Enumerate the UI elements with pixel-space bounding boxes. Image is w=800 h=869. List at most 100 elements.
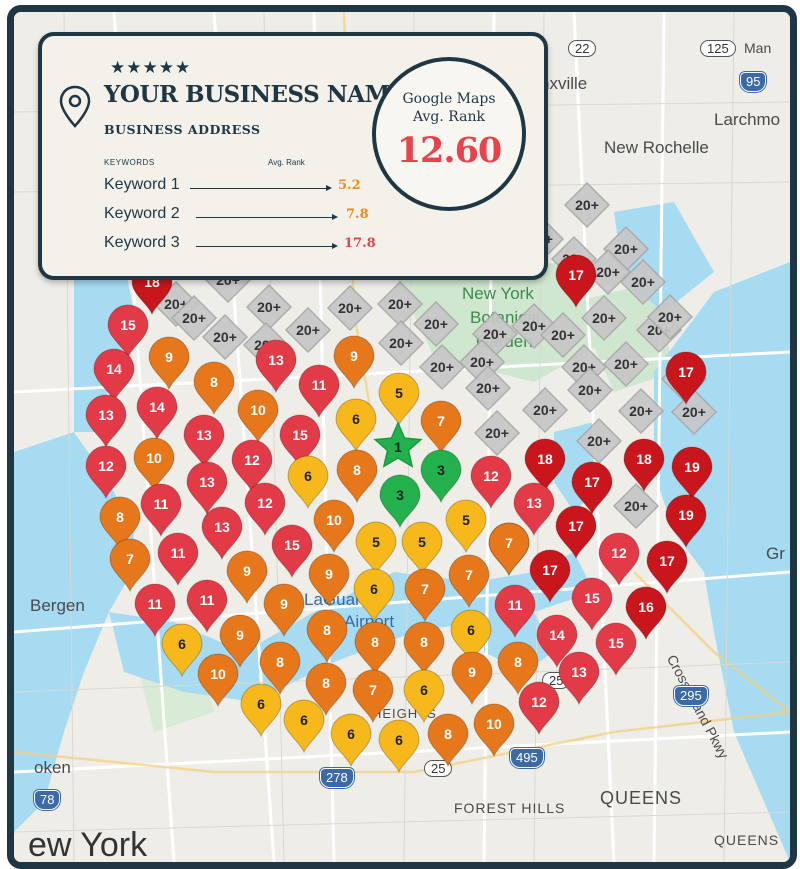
- rank-pin[interactable]: 6: [450, 609, 492, 664]
- rank-pin[interactable]: 9: [333, 335, 375, 390]
- rank-pin[interactable]: 7: [109, 538, 151, 593]
- rank-pin[interactable]: 18: [623, 438, 665, 493]
- rank-pin[interactable]: 11: [134, 583, 176, 638]
- rank-pin[interactable]: 5: [445, 499, 487, 554]
- unranked-pin[interactable]: 20+: [619, 258, 667, 306]
- rank-pin[interactable]: 8: [497, 641, 539, 696]
- rank-pin[interactable]: 18: [524, 438, 566, 493]
- rank-pin[interactable]: 10: [197, 653, 239, 708]
- rank-pin[interactable]: 10: [237, 389, 279, 444]
- rank-pin[interactable]: 6: [287, 455, 329, 510]
- rank-pin[interactable]: 8: [193, 361, 235, 416]
- rank-pin[interactable]: 6: [335, 398, 377, 453]
- rank-pin[interactable]: 5: [401, 521, 443, 576]
- unranked-pin[interactable]: 20+: [670, 388, 718, 436]
- rank-pin[interactable]: 14: [93, 348, 135, 403]
- rank-pin[interactable]: 6: [330, 713, 372, 768]
- unranked-pin[interactable]: 20+: [612, 482, 660, 530]
- rank-pin[interactable]: 10: [133, 437, 175, 492]
- rank-pin[interactable]: 11: [494, 584, 536, 639]
- rank-pin[interactable]: 8: [336, 449, 378, 504]
- rank-pin[interactable]: 12: [518, 681, 560, 736]
- rank-pin[interactable]: 7: [488, 522, 530, 577]
- rank-pin[interactable]: 6: [240, 683, 282, 738]
- rank-pin[interactable]: 5: [355, 521, 397, 576]
- unranked-pin[interactable]: 20+: [602, 340, 650, 388]
- rank-pin[interactable]: 12: [470, 455, 512, 510]
- unranked-pin[interactable]: 20+: [412, 300, 460, 348]
- rank-pin[interactable]: 8: [427, 713, 469, 768]
- rank-pin[interactable]: 3: [420, 449, 462, 504]
- rank-pin[interactable]: 13: [183, 414, 225, 469]
- unranked-pin[interactable]: 20+: [521, 386, 569, 434]
- unranked-pin[interactable]: 20+: [201, 313, 249, 361]
- rank-pin[interactable]: 9: [226, 550, 268, 605]
- rank-pin[interactable]: 12: [244, 482, 286, 537]
- rank-pin[interactable]: 8: [306, 609, 348, 664]
- rank-pin[interactable]: 14: [536, 614, 578, 669]
- unranked-pin[interactable]: 20+: [376, 280, 424, 328]
- rank-pin[interactable]: 7: [404, 568, 446, 623]
- rank-pin[interactable]: 9: [308, 553, 350, 608]
- rank-pin[interactable]: 9: [148, 336, 190, 391]
- rank-pin[interactable]: 13: [255, 339, 297, 394]
- rank-pin[interactable]: 8: [354, 621, 396, 676]
- unranked-pin[interactable]: 20+: [563, 181, 611, 229]
- rank-pin[interactable]: 15: [107, 304, 149, 359]
- rank-pin[interactable]: 5: [378, 372, 420, 427]
- rank-pin[interactable]: 17: [555, 505, 597, 560]
- unranked-pin[interactable]: 20+: [566, 366, 614, 414]
- rank-pin[interactable]: 7: [420, 400, 462, 455]
- rank-pin[interactable]: 13: [513, 482, 555, 537]
- rank-pin[interactable]: 19: [671, 446, 713, 501]
- rank-pin[interactable]: 6: [378, 719, 420, 774]
- rank-pin[interactable]: 7: [352, 669, 394, 724]
- unranked-pin[interactable]: 20+: [418, 343, 466, 391]
- rank-pin[interactable]: 16: [625, 586, 667, 641]
- unranked-pin[interactable]: 20+: [377, 319, 425, 367]
- rank-pin[interactable]: 14: [136, 386, 178, 441]
- rank-pin[interactable]: 6: [161, 623, 203, 678]
- rank-pin[interactable]: 6: [353, 568, 395, 623]
- unranked-pin[interactable]: 20+: [646, 293, 694, 341]
- unranked-pin[interactable]: 20+: [284, 306, 332, 354]
- rank-pin[interactable]: 9: [451, 651, 493, 706]
- unranked-pin[interactable]: 20+: [584, 248, 632, 296]
- rank-pin[interactable]: 7: [448, 554, 490, 609]
- rank-pin[interactable]: 13: [85, 394, 127, 449]
- rank-pin[interactable]: 19: [665, 494, 707, 549]
- unranked-pin[interactable]: 20+: [580, 294, 628, 342]
- rank-pin[interactable]: 17: [646, 540, 688, 595]
- rank-pin[interactable]: 8: [99, 496, 141, 551]
- rank-pin[interactable]: 11: [298, 364, 340, 419]
- rank-pin[interactable]: 9: [219, 614, 261, 669]
- rank-pin[interactable]: 11: [140, 483, 182, 538]
- unranked-pin[interactable]: 20+: [326, 284, 374, 332]
- rank-pin[interactable]: 6: [283, 699, 325, 754]
- rank-pin[interactable]: 8: [259, 641, 301, 696]
- unranked-pin[interactable]: 20+: [170, 294, 218, 342]
- rank-pin[interactable]: 15: [595, 622, 637, 677]
- rank-pin[interactable]: 17: [571, 461, 613, 516]
- unranked-pin[interactable]: 20+: [464, 364, 512, 412]
- rank-pin[interactable]: 17: [665, 351, 707, 406]
- unranked-pin[interactable]: 20+: [245, 283, 293, 331]
- rank-pin[interactable]: 13: [201, 506, 243, 561]
- rank-pin[interactable]: 15: [571, 577, 613, 632]
- rank-pin[interactable]: 10: [473, 703, 515, 758]
- unranked-pin[interactable]: 20+: [575, 417, 623, 465]
- unranked-pin[interactable]: 20+: [539, 311, 587, 359]
- unranked-pin[interactable]: 20+: [473, 409, 521, 457]
- rank-pin[interactable]: 13: [186, 461, 228, 516]
- rank-pin[interactable]: 13: [558, 651, 600, 706]
- rank-pin[interactable]: 12: [85, 445, 127, 500]
- rank-pin[interactable]: 10: [313, 499, 355, 554]
- rank-pin[interactable]: 6: [403, 669, 445, 724]
- rank-pin[interactable]: 12: [598, 532, 640, 587]
- rank-pin[interactable]: 8: [305, 662, 347, 717]
- rank-pin[interactable]: 11: [157, 532, 199, 587]
- rank-pin[interactable]: 12: [231, 439, 273, 494]
- rank-pin[interactable]: 11: [186, 579, 228, 634]
- unranked-pin[interactable]: 20+: [617, 387, 665, 435]
- rank-pin[interactable]: 15: [271, 524, 313, 579]
